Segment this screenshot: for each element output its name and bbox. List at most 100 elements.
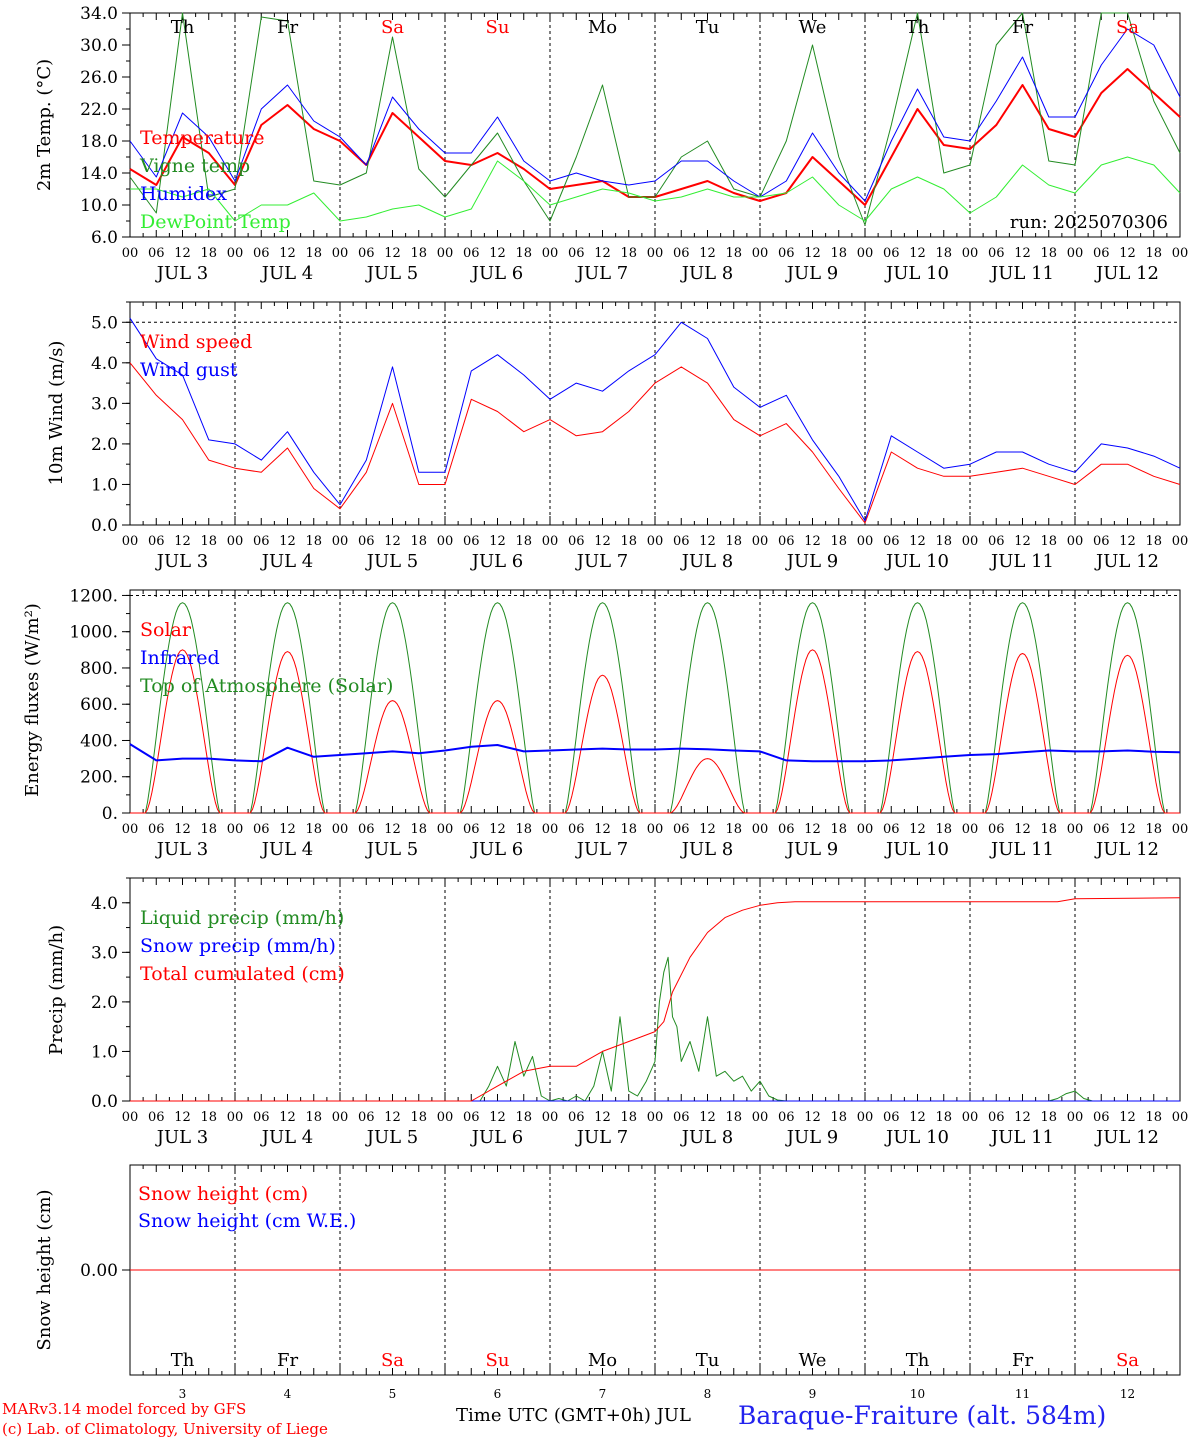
- day-label: JUL 12: [1094, 839, 1159, 860]
- legend-label: DewPoint Temp: [140, 211, 291, 233]
- hour-tick-label: 12: [594, 534, 611, 549]
- day-label: JUL 5: [365, 263, 419, 284]
- hour-tick-label: 00: [542, 1110, 559, 1125]
- y-tick-label: 3.0: [91, 943, 118, 963]
- weekday-label: Mo: [588, 1350, 617, 1371]
- hour-tick-label: 06: [778, 246, 795, 261]
- hour-tick-label: 00: [332, 246, 349, 261]
- hour-tick-label: 06: [568, 1110, 585, 1125]
- hour-tick-label: 12: [279, 534, 296, 549]
- hour-tick-label: 18: [410, 822, 427, 837]
- hour-tick-label: 12: [1014, 246, 1031, 261]
- hour-tick-label: 12: [1119, 1110, 1136, 1125]
- temperature-line: [129, 68, 1181, 206]
- y-tick-label: 4.0: [91, 354, 118, 374]
- panel-frame: [129, 12, 1181, 238]
- hour-tick-label: 18: [515, 822, 532, 837]
- legend-label: Temperature: [140, 127, 264, 149]
- hour-tick-label: 18: [305, 534, 322, 549]
- day-label: JUL 11: [989, 1127, 1054, 1148]
- y-tick-label: 18.0: [80, 132, 118, 152]
- weekday-label: Sa: [381, 1350, 404, 1371]
- hour-tick-label: 18: [1040, 1110, 1057, 1125]
- y-tick-label: 3.0: [91, 394, 118, 414]
- wind-speed-line: [129, 362, 1181, 524]
- day-label: JUL 7: [575, 263, 629, 284]
- hour-tick-label: 06: [253, 822, 270, 837]
- day-label: JUL 8: [680, 839, 734, 860]
- infrared-line: [129, 743, 1181, 763]
- hour-tick-label: 18: [1040, 822, 1057, 837]
- wind-gust-line: [129, 317, 1181, 522]
- hour-tick-label: 06: [358, 246, 375, 261]
- hour-tick-label: 18: [410, 1110, 427, 1125]
- y-axis-label: 2m Temp. (°C): [34, 59, 55, 191]
- y-axis-label: 10m Wind (m/s): [46, 341, 67, 486]
- hour-tick-label: 18: [515, 1110, 532, 1125]
- day-number-label: 7: [599, 1387, 607, 1401]
- hour-tick-label: 12: [489, 822, 506, 837]
- hour-tick-label: 06: [778, 822, 795, 837]
- y-tick-label: 1200.: [69, 586, 118, 606]
- hour-tick-label: 06: [883, 534, 900, 549]
- day-label: JUL 10: [884, 551, 949, 572]
- hour-tick-label: 12: [699, 1110, 716, 1125]
- hour-tick-label: 00: [437, 822, 454, 837]
- hour-tick-label: 12: [804, 534, 821, 549]
- hour-tick-label: 18: [305, 822, 322, 837]
- hour-tick-label: 12: [1014, 1110, 1031, 1125]
- day-label: JUL 8: [680, 263, 734, 284]
- day-label: JUL 7: [575, 1127, 629, 1148]
- hour-tick-label: 06: [883, 246, 900, 261]
- y-tick-label: 0.: [102, 804, 118, 824]
- legend-label: Wind speed: [140, 331, 252, 353]
- hour-tick-label: 00: [647, 534, 664, 549]
- hour-tick-label: 18: [725, 822, 742, 837]
- hour-tick-label: 18: [1040, 246, 1057, 261]
- hour-tick-label: 12: [174, 822, 191, 837]
- y-tick-label: 1000.: [69, 623, 118, 643]
- hour-tick-label: 18: [200, 246, 217, 261]
- hour-tick-label: 06: [673, 246, 690, 261]
- legend-label: Vigne temp: [139, 155, 250, 177]
- day-label: JUL 5: [365, 839, 419, 860]
- hour-tick-label: 06: [463, 246, 480, 261]
- hour-tick-label: 18: [830, 1110, 847, 1125]
- hour-tick-label: 00: [647, 246, 664, 261]
- hour-tick-label: 06: [568, 534, 585, 549]
- hour-tick-label: 18: [1145, 1110, 1162, 1125]
- hour-tick-label: 18: [725, 534, 742, 549]
- hour-tick-label: 06: [883, 1110, 900, 1125]
- hour-tick-label: 06: [778, 534, 795, 549]
- day-label: JUL 9: [785, 839, 839, 860]
- hour-tick-label: 00: [857, 246, 874, 261]
- day-label: JUL 6: [470, 839, 524, 860]
- day-number-label: 12: [1120, 1387, 1135, 1401]
- hour-tick-label: 00: [1067, 822, 1084, 837]
- hour-tick-label: 06: [568, 822, 585, 837]
- weekday-label: We: [799, 1350, 827, 1371]
- hour-tick-label: 18: [200, 1110, 217, 1125]
- weekday-label: Fr: [277, 17, 298, 38]
- hour-tick-label: 00: [647, 822, 664, 837]
- hour-tick-label: 18: [200, 822, 217, 837]
- hour-tick-label: 06: [568, 246, 585, 261]
- legend-label: Humidex: [140, 183, 227, 205]
- legend-label: Snow height (cm W.E.): [138, 1210, 356, 1232]
- hour-tick-label: 06: [778, 1110, 795, 1125]
- legend-label: Solar: [140, 619, 192, 641]
- vigne-temp-line: [129, 12, 1181, 226]
- hour-tick-label: 12: [174, 534, 191, 549]
- hour-tick-label: 12: [489, 1110, 506, 1125]
- weekday-label: Tu: [696, 1350, 720, 1371]
- day-number-label: 10: [910, 1387, 925, 1401]
- legend-label: Total cumulated (cm): [140, 963, 345, 985]
- day-label: JUL 3: [155, 839, 209, 860]
- weekday-label: Th: [906, 17, 930, 38]
- day-number-label: 9: [809, 1387, 817, 1401]
- hour-tick-label: 00: [122, 534, 139, 549]
- weekday-label: Sa: [1116, 17, 1139, 38]
- hour-tick-label: 12: [699, 534, 716, 549]
- hour-tick-label: 12: [279, 246, 296, 261]
- hour-tick-label: 00: [1067, 534, 1084, 549]
